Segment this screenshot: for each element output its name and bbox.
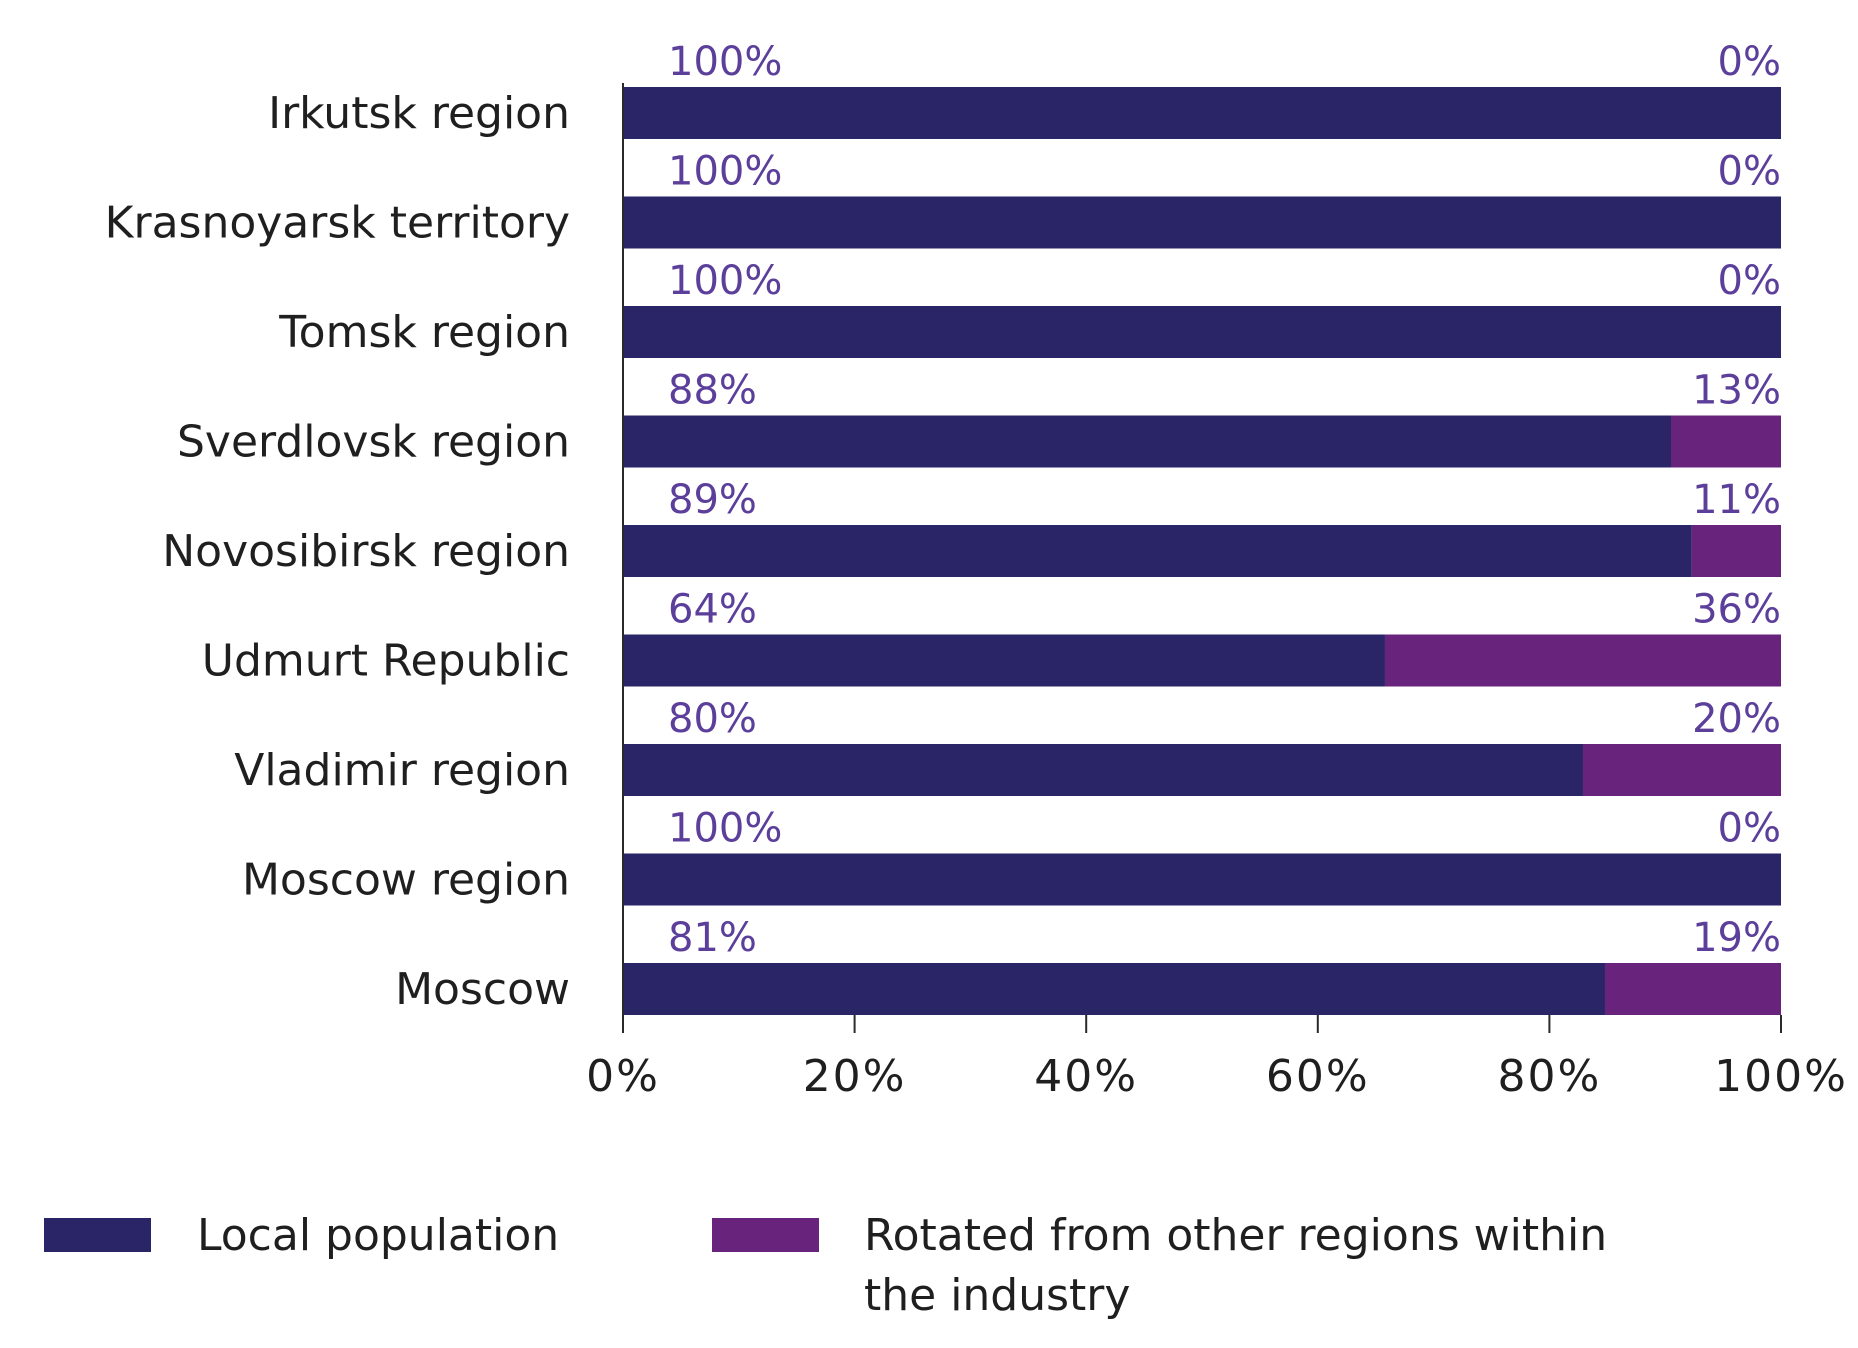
legend-swatch-local-population xyxy=(44,1218,151,1252)
bars-group xyxy=(623,87,1781,1015)
category-label-tomsk-region: Tomsk region xyxy=(278,307,570,358)
bar-moscow-region-local xyxy=(623,853,1781,906)
bar-vladimir-region-rotated xyxy=(1582,744,1781,796)
x-axis: 0% 20% 40% 60% 80% 100% xyxy=(586,83,1848,1102)
category-label-novosibirsk-region: Novosibirsk region xyxy=(162,526,570,577)
bar-vladimir-region-local xyxy=(623,744,1583,796)
data-label-vladimir-region-local: 80% xyxy=(668,696,757,742)
data-label-moscow-rotated: 19% xyxy=(1692,915,1781,961)
data-label-sverdlovsk-region-rotated: 13% xyxy=(1692,368,1781,414)
legend-label-local-population: Local population xyxy=(197,1210,559,1261)
bar-udmurt-republic-rotated xyxy=(1384,634,1781,687)
x-tick-label: 20% xyxy=(803,1051,907,1102)
x-tick-label: 0% xyxy=(586,1051,660,1102)
category-label-vladimir-region: Vladimir region xyxy=(234,745,570,796)
data-label-udmurt-republic-local: 64% xyxy=(668,587,757,633)
legend-label-rotated: Rotated from other regions within the ind… xyxy=(864,1210,1607,1321)
data-label-vladimir-region-rotated: 20% xyxy=(1692,696,1781,742)
legend: Local population Rotated from other regi… xyxy=(44,1210,1607,1321)
category-label-udmurt-republic: Udmurt Republic xyxy=(202,636,570,687)
category-label-moscow: Moscow xyxy=(395,964,570,1015)
legend-swatch-rotated xyxy=(712,1218,819,1252)
data-label-tomsk-region-local: 100% xyxy=(668,258,782,304)
data-label-novosibirsk-region-local: 89% xyxy=(668,477,757,523)
x-tick-label: 80% xyxy=(1498,1051,1602,1102)
data-labels-group: 100% 0% 100% 0% 100% 0% 88% 13% 89% 11% 64% 36% 80% 2… xyxy=(668,39,1781,961)
category-labels-group: Irkutsk region Krasnoyarsk territory Tomsk… xyxy=(105,88,570,1015)
category-label-krasnoyarsk-territory: Krasnoyarsk territory xyxy=(105,198,570,249)
data-label-tomsk-region-rotated: 0% xyxy=(1718,258,1781,304)
data-label-novosibirsk-region-rotated: 11% xyxy=(1692,477,1781,523)
data-label-krasnoyarsk-territory-rotated: 0% xyxy=(1718,149,1781,195)
bar-sverdlovsk-region-rotated xyxy=(1670,415,1781,468)
category-label-sverdlovsk-region: Sverdlovsk region xyxy=(177,417,570,468)
bar-moscow-local xyxy=(623,963,1605,1015)
data-label-moscow-region-local: 100% xyxy=(668,806,782,852)
data-label-krasnoyarsk-territory-local: 100% xyxy=(668,149,782,195)
data-label-irkutsk-region-local: 100% xyxy=(668,39,782,85)
data-label-moscow-local: 81% xyxy=(668,915,757,961)
bar-moscow-rotated xyxy=(1604,963,1781,1015)
data-label-sverdlovsk-region-local: 88% xyxy=(668,368,757,414)
x-tick-label: 60% xyxy=(1266,1051,1370,1102)
x-tick-label: 100% xyxy=(1714,1051,1848,1102)
bar-udmurt-republic-local xyxy=(623,634,1385,687)
data-label-udmurt-republic-rotated: 36% xyxy=(1692,587,1781,633)
bar-krasnoyarsk-territory-local xyxy=(623,196,1781,249)
bar-irkutsk-region-local xyxy=(623,87,1781,139)
data-label-irkutsk-region-rotated: 0% xyxy=(1718,39,1781,85)
data-label-moscow-region-rotated: 0% xyxy=(1718,806,1781,852)
category-label-moscow-region: Moscow region xyxy=(242,855,570,906)
category-label-irkutsk-region: Irkutsk region xyxy=(268,88,570,139)
bar-novosibirsk-region-rotated xyxy=(1691,525,1781,577)
x-tick-label: 40% xyxy=(1034,1051,1138,1102)
bar-tomsk-region-local xyxy=(623,306,1781,358)
bar-sverdlovsk-region-local xyxy=(623,415,1671,468)
bar-novosibirsk-region-local xyxy=(623,525,1692,577)
